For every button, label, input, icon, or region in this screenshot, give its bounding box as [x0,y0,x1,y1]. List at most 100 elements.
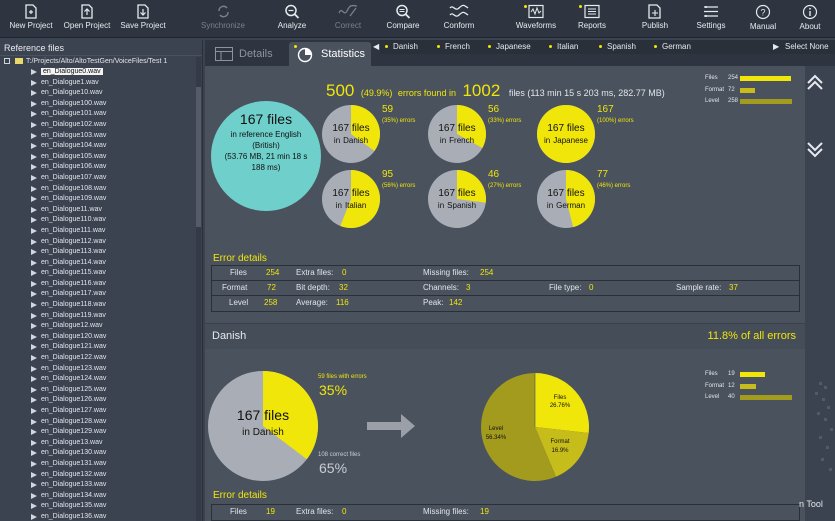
play-icon[interactable] [31,386,37,393]
list-item[interactable]: en_Dialogue115.wav [0,268,196,279]
play-icon[interactable] [31,153,37,160]
scrollbar-thumb[interactable] [196,87,201,227]
play-icon[interactable] [31,418,37,425]
correct-button[interactable]: Correct [330,0,366,38]
list-item[interactable]: en_Dialogue126.wav [0,395,196,406]
play-icon[interactable] [31,164,37,171]
list-item[interactable]: en_Dialogue119.wav [0,311,196,322]
list-item[interactable]: en_Dialogue116.wav [0,279,196,290]
settings-button[interactable]: Settings [694,0,728,38]
play-icon[interactable] [31,312,37,319]
list-item[interactable]: en_Dialogue123.wav [0,364,196,375]
list-item[interactable]: en_Dialogue131.wav [0,459,196,470]
play-icon[interactable] [31,291,37,298]
play-icon[interactable] [31,323,37,330]
list-item[interactable]: en_Dialogue110.wav [0,215,196,226]
list-item[interactable]: en_Dialogue105.wav [0,152,196,163]
list-item[interactable]: en_Dialogue133.wav [0,480,196,491]
list-item[interactable]: en_Dialogue102.wav [0,120,196,131]
select-none-button[interactable]: Select None [785,42,829,51]
play-icon[interactable] [31,121,37,128]
lang-tab-spanish[interactable]: Spanish [599,40,636,54]
analyze-button[interactable]: Analyze [274,0,310,38]
play-icon[interactable] [31,503,37,510]
play-icon[interactable] [31,344,37,351]
play-icon[interactable] [31,355,37,362]
list-item[interactable]: en_Dialogue13.wav [0,438,196,449]
play-icon[interactable] [31,270,37,277]
manual-button[interactable]: ? Manual [746,0,780,38]
play-icon[interactable] [31,513,37,520]
list-item[interactable]: en_Dialogue101.wav [0,109,196,120]
lang-tab-danish[interactable]: Danish [385,40,418,54]
list-item[interactable]: en_Dialogue0.wav [0,67,196,78]
play-icon[interactable] [31,492,37,499]
play-icon[interactable] [31,408,37,414]
lang-tab-italian[interactable]: Italian [549,40,578,54]
save-project-button[interactable]: Save Project [117,0,169,38]
waveforms-button[interactable]: Waveforms [513,0,559,38]
compare-button[interactable]: Compare [383,0,423,38]
list-item[interactable]: en_Dialogue1.wav [0,78,196,89]
play-icon[interactable] [31,397,37,404]
list-item[interactable]: en_Dialogue12.wav [0,321,196,332]
play-icon[interactable] [31,111,37,118]
list-item[interactable]: en_Dialogue124.wav [0,374,196,385]
play-icon[interactable] [31,196,37,203]
lang-tab-french[interactable]: French [437,40,470,54]
list-item[interactable]: en_Dialogue135.wav [0,501,196,512]
play-icon[interactable] [31,249,37,256]
lang-tab-japanese[interactable]: Japanese [488,40,531,54]
list-item[interactable]: en_Dialogue104.wav [0,141,196,152]
publish-button[interactable]: Publish [639,0,671,38]
about-button[interactable]: About [795,0,825,38]
list-item[interactable]: en_Dialogue107.wav [0,173,196,184]
play-icon[interactable] [31,280,37,287]
list-item[interactable]: en_Dialogue118.wav [0,300,196,311]
list-item[interactable]: en_Dialogue103.wav [0,131,196,142]
play-icon[interactable] [31,132,37,139]
play-icon[interactable] [31,365,37,372]
lang-scroll-right-icon[interactable]: ▶ [773,42,780,51]
play-icon[interactable] [31,217,37,224]
play-icon[interactable] [31,376,37,383]
tab-details[interactable]: Details [207,42,287,66]
play-icon[interactable] [31,79,37,86]
list-item[interactable]: en_Dialogue112.wav [0,237,196,248]
list-item[interactable]: en_Dialogue106.wav [0,162,196,173]
conform-button[interactable]: Conform [440,0,478,38]
play-icon[interactable] [31,227,37,234]
list-item[interactable]: en_Dialogue121.wav [0,342,196,353]
new-project-button[interactable]: New Project [6,0,56,38]
list-item[interactable]: en_Dialogue128.wav [0,417,196,428]
play-icon[interactable] [31,143,37,150]
tree-root-folder[interactable]: T:/Projects/Alto/AltoTestGen/VoiceFiles/… [0,57,196,67]
list-item[interactable]: en_Dialogue100.wav [0,99,196,110]
play-icon[interactable] [31,471,37,478]
play-icon[interactable] [31,238,37,245]
play-icon[interactable] [31,100,37,107]
file-tree-scrollbar[interactable] [196,57,201,521]
list-item[interactable]: en_Dialogue120.wav [0,332,196,343]
list-item[interactable]: en_Dialogue129.wav [0,427,196,438]
list-item[interactable]: en_Dialogue132.wav [0,470,196,481]
list-item[interactable]: en_Dialogue109.wav [0,194,196,205]
list-item[interactable]: en_Dialogue125.wav [0,385,196,396]
play-icon[interactable] [31,450,37,457]
play-icon[interactable] [31,429,37,436]
collapse-box-icon[interactable] [4,58,10,65]
list-item[interactable]: en_Dialogue136.wav [0,512,196,521]
list-item[interactable]: en_Dialogue127.wav [0,406,196,417]
play-icon[interactable] [31,482,37,489]
synchronize-button[interactable]: Synchronize [196,0,250,38]
list-item[interactable]: en_Dialogue113.wav [0,247,196,258]
tab-statistics[interactable]: Statistics [289,42,371,66]
list-item[interactable]: en_Dialogue134.wav [0,491,196,502]
list-item[interactable]: en_Dialogue11.wav [0,205,196,216]
play-icon[interactable] [31,206,37,213]
scroll-up-icon[interactable] [807,74,823,90]
list-item[interactable]: en_Dialogue10.wav [0,88,196,99]
play-icon[interactable] [31,69,37,75]
list-item[interactable]: en_Dialogue111.wav [0,226,196,237]
play-icon[interactable] [31,174,37,181]
